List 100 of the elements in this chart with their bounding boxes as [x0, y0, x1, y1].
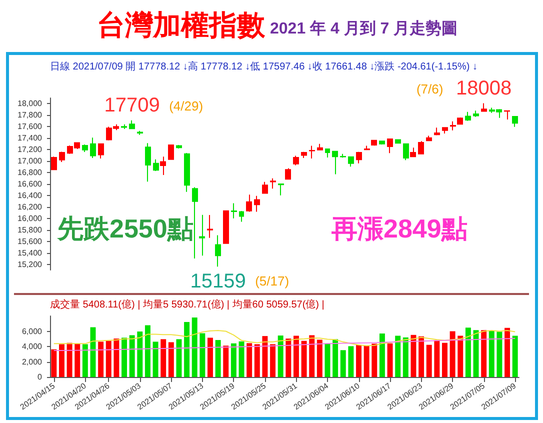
candlestick: [199, 214, 205, 256]
bar: [372, 344, 378, 377]
annotation: (4/29): [169, 98, 204, 114]
candlestick: [512, 116, 518, 128]
candlestick: [395, 138, 401, 144]
candlestick: [207, 214, 213, 238]
annotation: 再漲2849點: [330, 214, 468, 244]
bar: [254, 344, 260, 377]
candlestick: [325, 148, 330, 158]
candlestick: [481, 102, 487, 112]
line-series: [53, 330, 516, 346]
bar: [356, 345, 362, 377]
candlestick: [356, 151, 362, 164]
annotation: 17709: [104, 94, 160, 116]
text: 成交量 5408.11(億) | 均量5 5930.71(億) | 均量60 5059.57(億) |: [50, 298, 324, 310]
candlestick: [121, 124, 127, 130]
y-tick-label: 17,600: [18, 122, 43, 132]
bar: [160, 339, 166, 377]
bar: [488, 330, 494, 377]
y-tick-label: 16,800: [18, 168, 43, 178]
candlestick: [168, 144, 174, 160]
candlestick: [90, 137, 96, 158]
y-tick-label: 4,000: [22, 342, 43, 351]
bar: [426, 344, 432, 377]
y-tick-label: 17,200: [18, 145, 43, 154]
candlestick: [215, 234, 221, 268]
candlestick: [51, 156, 57, 171]
annotation: 先跌2550點: [56, 214, 194, 244]
candlestick: [387, 138, 393, 154]
candlestick: [129, 120, 135, 130]
bar: [402, 337, 408, 377]
candlestick: [434, 127, 440, 136]
bar: [301, 340, 307, 377]
candlestick: [239, 210, 244, 222]
bar: [114, 338, 120, 377]
candlestick: [348, 156, 354, 168]
y-tick-label: 16,400: [18, 190, 43, 200]
bar: [262, 336, 268, 377]
candlestick: [278, 184, 284, 196]
candlestick: [379, 140, 385, 145]
bar: [208, 338, 213, 377]
text: (5/17): [255, 274, 290, 289]
bar: [496, 332, 502, 377]
bar: [293, 336, 299, 377]
candlestick: [309, 145, 315, 159]
candlestick: [254, 195, 260, 212]
y-tick-label: 16,200: [18, 202, 43, 212]
bar: [465, 328, 471, 377]
bar: [340, 350, 346, 377]
bar: [82, 344, 88, 377]
bar: [348, 346, 354, 377]
bar: [286, 338, 292, 377]
candlestick: [504, 110, 510, 120]
text: (7/6): [416, 81, 444, 96]
candlestick: [465, 111, 471, 122]
bar: [332, 339, 338, 377]
candlestick: [145, 142, 151, 182]
bar: [504, 328, 510, 377]
candlestick: [450, 120, 456, 131]
y-tick-label: 0: [38, 372, 43, 382]
bar: [316, 340, 322, 377]
bar: [98, 342, 104, 377]
bar: [200, 333, 206, 377]
bar: [387, 343, 393, 377]
bar: [395, 336, 401, 377]
bar: [379, 334, 385, 377]
bar: [122, 338, 127, 377]
bar: [324, 343, 330, 377]
bar: [246, 343, 252, 377]
chart-subtitle: 2021 年 4 月到 7 月走勢圖: [270, 20, 458, 38]
bar: [215, 340, 221, 377]
candlestick: [137, 130, 143, 136]
y-tick-label: 16,600: [18, 180, 43, 188]
candlestick: [160, 156, 166, 176]
y-tick-label: 16,000: [18, 214, 43, 223]
candlestick: [442, 126, 448, 134]
y-tick-label: 15,200: [18, 260, 43, 269]
candlestick: [82, 144, 88, 153]
candlestick: [184, 152, 190, 192]
bar: [129, 335, 135, 377]
bar: [176, 339, 182, 377]
bar: [144, 325, 150, 377]
bar: [309, 335, 315, 377]
bar: [168, 342, 174, 377]
bar: [66, 342, 72, 377]
candlestick: [59, 151, 65, 163]
candlestick: [317, 143, 323, 151]
bar: [512, 336, 518, 377]
candlestick: [98, 143, 104, 159]
y-tick-label: 2,000: [22, 357, 43, 366]
candlestick: [153, 158, 159, 172]
bar: [58, 344, 64, 377]
bar: [278, 336, 284, 377]
candlestick: [223, 210, 229, 244]
candlestick: [192, 186, 198, 260]
candlestick: [301, 151, 307, 158]
bar: [192, 317, 198, 377]
y-tick-label: 15,800: [18, 225, 43, 234]
candlestick: [340, 153, 346, 158]
candlestick: [262, 181, 268, 194]
